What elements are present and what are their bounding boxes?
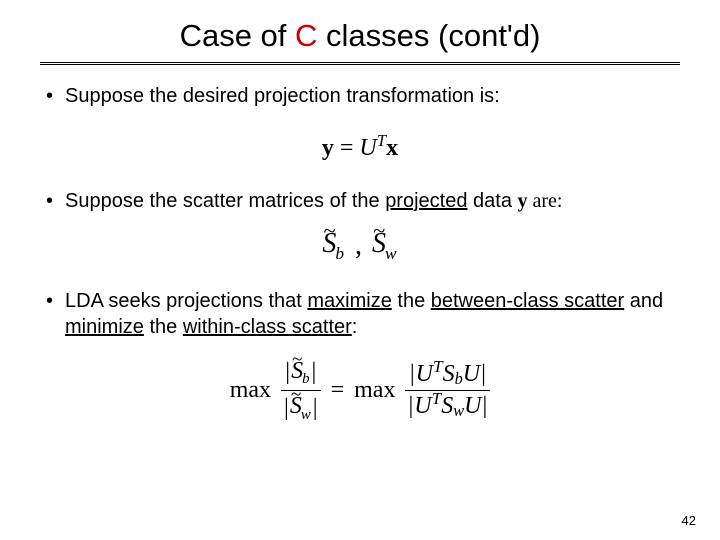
- supT: T: [432, 389, 442, 408]
- bullet-1: • Suppose the desired projection transfo…: [46, 83, 680, 109]
- eq1-U: U: [359, 135, 376, 161]
- frac-left: ~Sb ~Sw: [281, 358, 321, 423]
- frac-right-num: UTSbU: [407, 361, 489, 387]
- b3-d: the: [144, 316, 183, 338]
- sub-b: b: [455, 370, 463, 388]
- bullet-3-text: LDA seeks projections that maximize the …: [65, 288, 680, 340]
- bullet2-pre: Suppose the scatter matrices of the: [65, 190, 385, 212]
- b3-between: between-class scatter: [431, 290, 624, 312]
- tilde-icon: ~: [292, 349, 302, 370]
- b3-e: :: [352, 316, 358, 338]
- tilde-icon: ~: [291, 384, 301, 405]
- U: U: [416, 361, 433, 387]
- sub-b: b: [302, 371, 309, 387]
- tilde-icon: ~: [373, 218, 385, 244]
- title-pre: Case of: [180, 18, 295, 53]
- frac-left-den: ~Sw: [281, 393, 321, 423]
- slide-title: Case of C classes (cont'd): [40, 18, 680, 54]
- eq1-y: y: [322, 135, 334, 161]
- b3-min: minimize: [65, 316, 144, 338]
- bullet-dot: •: [46, 288, 53, 314]
- sub-w: w: [385, 244, 397, 263]
- U: U: [463, 361, 480, 387]
- S: S: [443, 361, 455, 387]
- frac-right: UTSbU UTSwU: [405, 361, 490, 419]
- equation-2: ~Sb , ~Sw: [40, 228, 680, 264]
- sub-b: b: [335, 244, 344, 263]
- s-tilde-w: ~Sw: [372, 228, 398, 264]
- page-number: 42: [682, 513, 696, 528]
- bullet2-mid: data: [467, 190, 517, 212]
- U: U: [464, 393, 481, 419]
- tilde-icon: ~: [323, 218, 335, 244]
- eq1-T: T: [377, 131, 386, 150]
- supT: T: [433, 357, 443, 376]
- bullet-dot: •: [46, 83, 53, 109]
- title-post: classes (cont'd): [317, 18, 540, 53]
- title-c: C: [295, 18, 317, 53]
- b3-c: and: [624, 290, 663, 312]
- max-left: max: [230, 377, 271, 404]
- bullet-3: • LDA seeks projections that maximize th…: [46, 288, 680, 340]
- equation-1: y = UTx: [40, 131, 680, 162]
- U: U: [414, 393, 431, 419]
- eq1-x: x: [386, 135, 398, 161]
- bullet2-are: are:: [528, 190, 563, 212]
- bullet2-y: y: [518, 190, 528, 212]
- bullet-dot: •: [46, 188, 53, 214]
- comma: ,: [355, 230, 362, 262]
- bullet-2-text: Suppose the scatter matrices of the proj…: [65, 188, 562, 214]
- s-tilde-w2: ~Sw: [290, 393, 312, 423]
- bullet-2: • Suppose the scatter matrices of the pr…: [46, 188, 680, 214]
- bullet2-projected: projected: [385, 190, 467, 212]
- sub-w: w: [453, 402, 464, 420]
- eq1-eq: =: [334, 135, 360, 161]
- bullet-1-text: Suppose the desired projection transform…: [65, 83, 500, 109]
- b3-a: LDA seeks projections that: [65, 290, 307, 312]
- frac-right-den: UTSwU: [405, 393, 490, 419]
- equation-3: max ~Sb ~Sw = max UTSbU UTSwU: [40, 358, 680, 423]
- b3-within: within-class scatter: [183, 316, 352, 338]
- sub-w: w: [301, 407, 311, 423]
- max-right: max: [354, 377, 395, 404]
- title-divider: [40, 62, 680, 65]
- frac-bar: [405, 390, 490, 391]
- s-tilde-b: ~Sb: [322, 228, 345, 264]
- S: S: [441, 393, 453, 419]
- eq3-inner: max ~Sb ~Sw = max UTSbU UTSwU: [230, 358, 491, 423]
- eq-sign: =: [331, 377, 345, 404]
- b3-b: the: [392, 290, 431, 312]
- b3-max: maximize: [307, 290, 391, 312]
- slide: Case of C classes (cont'd) • Suppose the…: [0, 0, 720, 540]
